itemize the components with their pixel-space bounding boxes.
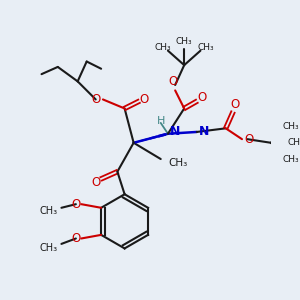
Text: O: O	[71, 232, 80, 245]
Text: CH₃: CH₃	[282, 154, 299, 164]
Text: H: H	[157, 116, 165, 126]
Text: O: O	[91, 93, 100, 106]
Text: O: O	[140, 93, 149, 106]
Text: CH₃: CH₃	[154, 43, 171, 52]
Text: CH₃: CH₃	[40, 242, 58, 253]
Text: CH₃: CH₃	[40, 206, 58, 216]
Text: O: O	[198, 91, 207, 104]
Text: CH₃: CH₃	[288, 138, 300, 147]
Text: CH₃: CH₃	[176, 37, 193, 46]
Text: N: N	[170, 125, 180, 138]
Text: CH₃: CH₃	[198, 43, 214, 52]
Text: CH₃: CH₃	[282, 122, 299, 131]
Text: CH₃: CH₃	[168, 158, 187, 168]
Text: O: O	[169, 75, 178, 88]
Text: O: O	[71, 198, 80, 211]
Text: O: O	[244, 133, 254, 146]
Text: O: O	[230, 98, 239, 111]
Text: O: O	[91, 176, 100, 189]
Text: N: N	[199, 125, 209, 138]
